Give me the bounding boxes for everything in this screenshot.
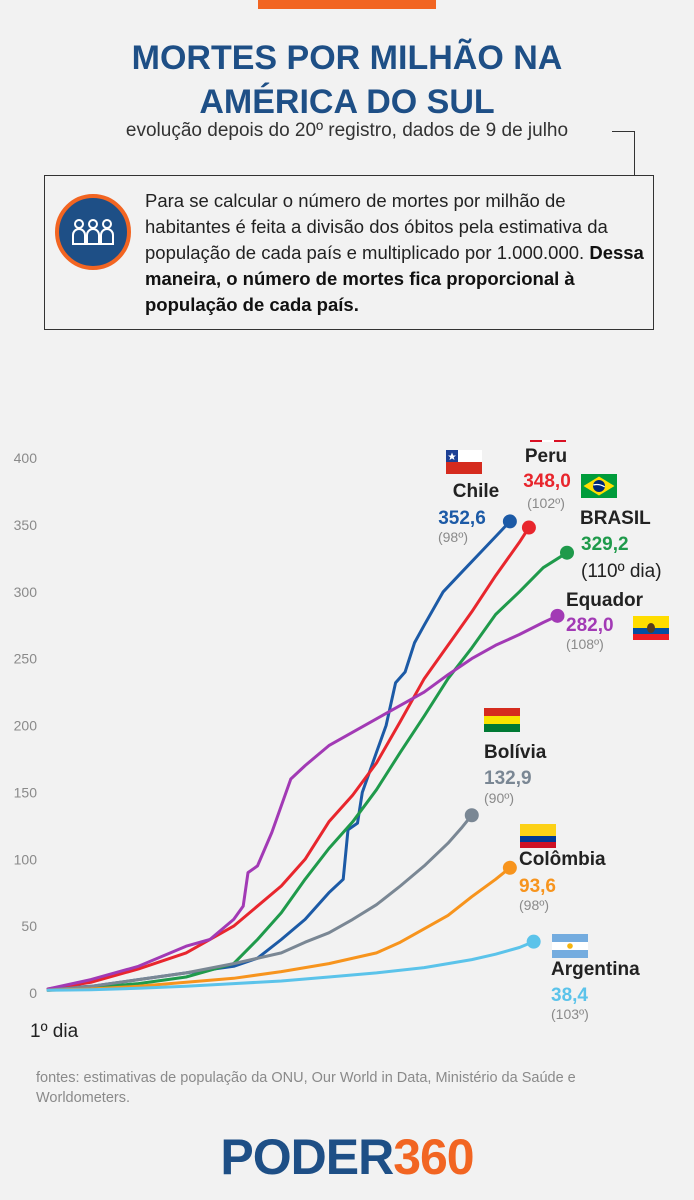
- title-line-2: AMÉRICA DO SUL: [199, 83, 495, 121]
- series-value-colombia: 93,6: [519, 876, 556, 897]
- y-tick-label: 250: [14, 651, 38, 667]
- series-name-bolivia: Bolívia: [484, 742, 547, 763]
- ecuador-flag-icon: [633, 616, 669, 640]
- y-tick-label: 300: [14, 584, 38, 600]
- logo-part-2: 360: [393, 1129, 474, 1185]
- top-accent-bar: [258, 0, 436, 9]
- series-days-chile: (98º): [438, 529, 468, 545]
- series-line-bolivia: [46, 813, 474, 992]
- series-line-colombia: [46, 866, 512, 992]
- series-end-point-argentina: [526, 934, 541, 949]
- series-line-chile: [46, 519, 512, 991]
- y-tick-label: 0: [29, 985, 37, 1001]
- series-end-point-colombia: [502, 860, 517, 875]
- x-start-label: 1º dia: [30, 1021, 79, 1040]
- info-text-bold: Dessa maneira, o número de mortes fica p…: [145, 242, 644, 315]
- y-tick-label: 50: [21, 918, 37, 934]
- series-line-peru: [46, 526, 531, 991]
- series-end-point-chile: [502, 514, 517, 529]
- series-name-argentina: Argentina: [551, 959, 640, 980]
- subtitle: evolução depois do 20º registro, dados d…: [125, 120, 569, 141]
- poder360-logo: PODER360: [0, 1128, 694, 1186]
- series-name-peru: Peru: [525, 446, 567, 467]
- series-end-point-peru: [521, 520, 536, 535]
- series-name-colombia: Colômbia: [519, 849, 606, 870]
- peru-flag-icon: [530, 440, 566, 442]
- series-value-ecuador: 282,0: [566, 615, 614, 636]
- series-line-ecuador: [46, 614, 559, 991]
- series-name-ecuador: Equador: [566, 590, 644, 611]
- series-end-point-brazil: [560, 545, 574, 560]
- info-text: Para se calcular o número de mortes por …: [145, 188, 645, 318]
- connector-line: [612, 131, 635, 176]
- y-tick-label: 150: [14, 784, 38, 800]
- series-end-point-bolivia: [464, 808, 479, 823]
- y-tick-label: 350: [14, 517, 38, 533]
- bolivia-flag-icon: [484, 708, 520, 732]
- series-value-chile: 352,6: [438, 508, 486, 529]
- y-tick-label: 200: [14, 718, 38, 734]
- title-line-1: MORTES POR MILHÃO NA: [131, 39, 563, 77]
- series-days-peru: (102º): [527, 495, 565, 511]
- series-end-point-ecuador: [550, 608, 565, 623]
- argentina-flag-icon: [552, 934, 588, 958]
- series-name-brazil: BRASIL: [580, 508, 651, 529]
- series-line-argentina: [46, 940, 536, 992]
- brazil-flag-icon: [581, 474, 617, 498]
- series-value-peru: 348,0: [523, 471, 571, 492]
- line-chart: 0 50 100 150 200 250 300 350 400 1º dia Chile 352,6…: [14, 440, 669, 1040]
- colombia-flag-icon: [520, 824, 556, 848]
- series-value-argentina: 38,4: [551, 985, 588, 1006]
- series-line-brazil: [46, 551, 569, 992]
- series-days-colombia: (98º): [519, 897, 549, 913]
- info-box: Para se calcular o número de mortes por …: [44, 175, 654, 330]
- sources-note: fontes: estimativas de população da ONU,…: [36, 1070, 576, 1106]
- y-tick-label: 100: [14, 851, 38, 867]
- y-tick-label: 400: [14, 450, 38, 466]
- series-days-bolivia: (90º): [484, 790, 514, 806]
- page-title: MORTES POR MILHÃO NA AMÉRICA DO SUL: [0, 36, 694, 124]
- series-value-brazil: 329,2: [581, 534, 629, 555]
- series-days-brazil: (110º dia): [581, 561, 662, 582]
- series-value-bolivia: 132,9: [484, 768, 532, 789]
- info-text-normal: Para se calcular o número de mortes por …: [145, 190, 608, 263]
- series-name-chile: Chile: [453, 481, 499, 502]
- people-icon: [55, 194, 131, 270]
- logo-part-1: PODER: [220, 1129, 394, 1185]
- chile-flag-icon: [446, 450, 482, 474]
- series-days-ecuador: (108º): [566, 636, 604, 652]
- series-days-argentina: (103º): [551, 1006, 589, 1022]
